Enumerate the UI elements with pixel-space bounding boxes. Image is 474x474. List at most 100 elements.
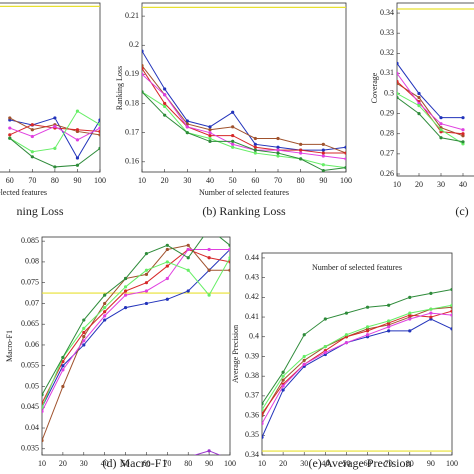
y-tick-label: 0.055 <box>21 361 39 370</box>
y-tick-label: 0.06 <box>25 340 39 349</box>
series-marker <box>299 157 303 161</box>
series-marker <box>461 128 465 132</box>
y-tick-label: 0.045 <box>21 402 39 411</box>
series-marker <box>53 116 57 120</box>
panel: 10 20 30 40 50 60 70 80 90 100 0.035 0.04 0.045 0.05 0… <box>5 236 236 470</box>
series-marker <box>8 116 12 120</box>
x-tick-label: 20 <box>161 176 169 185</box>
y-tick-label: 0.38 <box>245 371 259 380</box>
series-marker <box>123 305 128 310</box>
series-marker <box>186 247 190 252</box>
series-marker <box>165 247 169 252</box>
series-marker <box>387 329 391 333</box>
series-marker <box>98 118 100 122</box>
series-marker <box>207 293 211 297</box>
x-tick-label: 70 <box>163 459 171 468</box>
series-marker <box>321 148 325 152</box>
series-marker <box>302 354 306 359</box>
series-marker <box>344 157 346 161</box>
series-marker <box>144 289 149 293</box>
series-marker <box>228 256 230 260</box>
series-marker <box>276 154 280 158</box>
series-marker <box>231 142 235 146</box>
series-marker <box>61 384 65 389</box>
series-line <box>262 288 452 405</box>
x-tick-label: 60 <box>251 176 259 185</box>
series-marker <box>262 402 264 406</box>
series-marker <box>82 318 86 322</box>
y-tick-label: 0.08 <box>25 257 39 266</box>
series-marker <box>228 260 230 264</box>
y-tick-label: 0.2 <box>129 40 139 49</box>
series-marker <box>253 145 257 149</box>
y-tick-label: 0.29 <box>380 108 394 117</box>
x-tick-label: 90 <box>205 459 213 468</box>
series-marker <box>123 276 128 281</box>
series-marker <box>98 146 100 150</box>
y-tick-label: 0.34 <box>380 8 394 17</box>
series-line <box>42 237 230 396</box>
series-marker <box>397 79 399 84</box>
series-line <box>397 81 464 135</box>
series-marker <box>103 314 107 318</box>
caption: (b) Ranking Loss <box>202 204 286 218</box>
series-marker <box>228 243 230 247</box>
series-marker <box>186 256 190 260</box>
series-marker <box>8 133 12 137</box>
panel: 60 70 80 90 100 elected features ning Loss <box>0 2 106 218</box>
series-marker <box>344 145 346 149</box>
y-tick-label: 0.33 <box>380 28 394 37</box>
series-line <box>262 304 452 410</box>
series-marker <box>82 335 86 339</box>
series-marker <box>302 358 306 363</box>
x-tick-label: 50 <box>122 459 130 468</box>
series-marker <box>30 134 34 139</box>
series-marker <box>439 128 443 132</box>
x-tick-label: 10 <box>138 176 146 185</box>
series-marker <box>207 268 211 272</box>
series-marker <box>163 104 167 109</box>
series-marker <box>186 268 190 272</box>
series-line <box>262 312 452 424</box>
series-marker <box>450 287 452 292</box>
series-marker <box>439 116 443 120</box>
series-marker <box>450 327 452 331</box>
series-marker <box>262 412 264 416</box>
series-marker <box>323 350 327 355</box>
panel: 10 20 30 40 50 60 70 80 90 100 0.16 0.17 0.18 0.19 0.2… <box>115 2 352 218</box>
series-line <box>142 50 346 151</box>
series-marker <box>142 64 144 68</box>
series-marker <box>165 297 169 301</box>
x-tick-label: 30 <box>300 459 308 468</box>
series-line <box>42 248 230 412</box>
series-marker <box>408 311 412 315</box>
series-marker <box>61 364 65 368</box>
x-axis-label: Number of selected features <box>199 188 289 197</box>
plot-frame <box>396 2 474 177</box>
series-marker <box>207 449 211 453</box>
x-tick-label: 80 <box>297 176 305 185</box>
y-tick-label: 0.075 <box>21 278 39 287</box>
series-marker <box>299 142 303 146</box>
plot-frame <box>261 252 453 456</box>
y-tick-label: 0.05 <box>25 381 39 390</box>
series-marker <box>253 142 257 146</box>
series-marker <box>208 139 212 144</box>
series-marker <box>397 71 399 76</box>
y-axis-label: Macro-F1 <box>5 330 14 362</box>
series-marker <box>144 301 149 306</box>
series-marker <box>365 305 370 309</box>
series-marker <box>276 145 280 149</box>
series-marker <box>207 256 211 260</box>
x-tick-label: 20 <box>59 459 67 468</box>
series-marker <box>185 131 189 135</box>
series-marker <box>253 136 257 141</box>
x-tick-label: 30 <box>437 180 445 189</box>
caption: (c) <box>455 204 468 218</box>
series-marker <box>42 405 44 409</box>
x-tick-label: 50 <box>342 459 350 468</box>
y-tick-label: 0.035 <box>21 444 39 453</box>
series-marker <box>53 165 57 169</box>
series-marker <box>429 315 433 319</box>
series-marker <box>450 313 452 317</box>
